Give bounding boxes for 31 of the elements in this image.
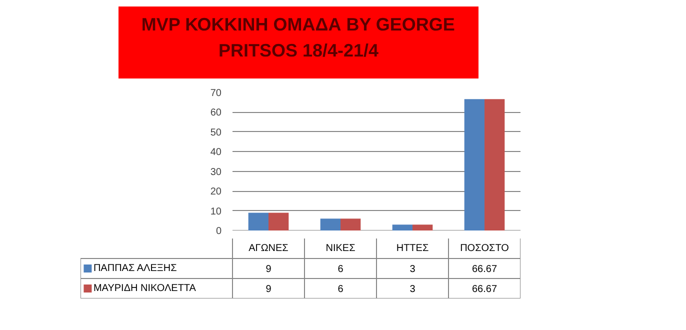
data-label: 6 bbox=[338, 284, 344, 295]
data-label: 6 bbox=[338, 264, 344, 275]
legend-label: ΠΑΠΠΑΣ ΑΛΕΞΗΣ bbox=[93, 263, 177, 274]
y-tick-label: 10 bbox=[210, 206, 222, 218]
x-tick-label: ΑΓΩΝΕΣ bbox=[248, 243, 288, 254]
bar bbox=[320, 218, 340, 230]
data-label: 66.67 bbox=[472, 264, 498, 275]
y-tick-label: 50 bbox=[210, 127, 222, 138]
legend-label: ΜΑΥΡΙΔΗ ΝΙΚΟΛΕΤΤΑ bbox=[93, 283, 196, 294]
y-tick-label: 20 bbox=[210, 186, 222, 198]
y-tick-label: 40 bbox=[210, 147, 222, 158]
y-tick-label: 70 bbox=[210, 88, 222, 99]
bar bbox=[268, 212, 289, 230]
data-label: 66.67 bbox=[472, 284, 498, 295]
bar bbox=[412, 224, 433, 230]
y-tick-label: 0 bbox=[216, 226, 222, 237]
bar bbox=[248, 212, 268, 230]
x-tick-label: ΗΤΤΕΣ bbox=[396, 243, 429, 254]
bar bbox=[392, 224, 412, 230]
chart-title: MVP ΚΟΚΚΙΝΗ ΟΜΑΔΑ BY GEORGE PRITSOS 18/4-21/4 bbox=[141, 14, 455, 60]
y-tick-label: 30 bbox=[210, 166, 222, 178]
x-tick-label: ΠΟΣΟΣΤΟ bbox=[460, 243, 510, 254]
data-label: 3 bbox=[410, 264, 416, 275]
bar bbox=[484, 99, 505, 230]
data-label: 9 bbox=[266, 264, 272, 275]
bar bbox=[340, 218, 361, 230]
data-label: 9 bbox=[266, 284, 272, 295]
y-tick-label: 60 bbox=[210, 108, 222, 119]
data-label: 3 bbox=[410, 284, 416, 295]
bar bbox=[464, 99, 484, 230]
x-tick-label: ΝΙΚΕΣ bbox=[326, 243, 356, 254]
